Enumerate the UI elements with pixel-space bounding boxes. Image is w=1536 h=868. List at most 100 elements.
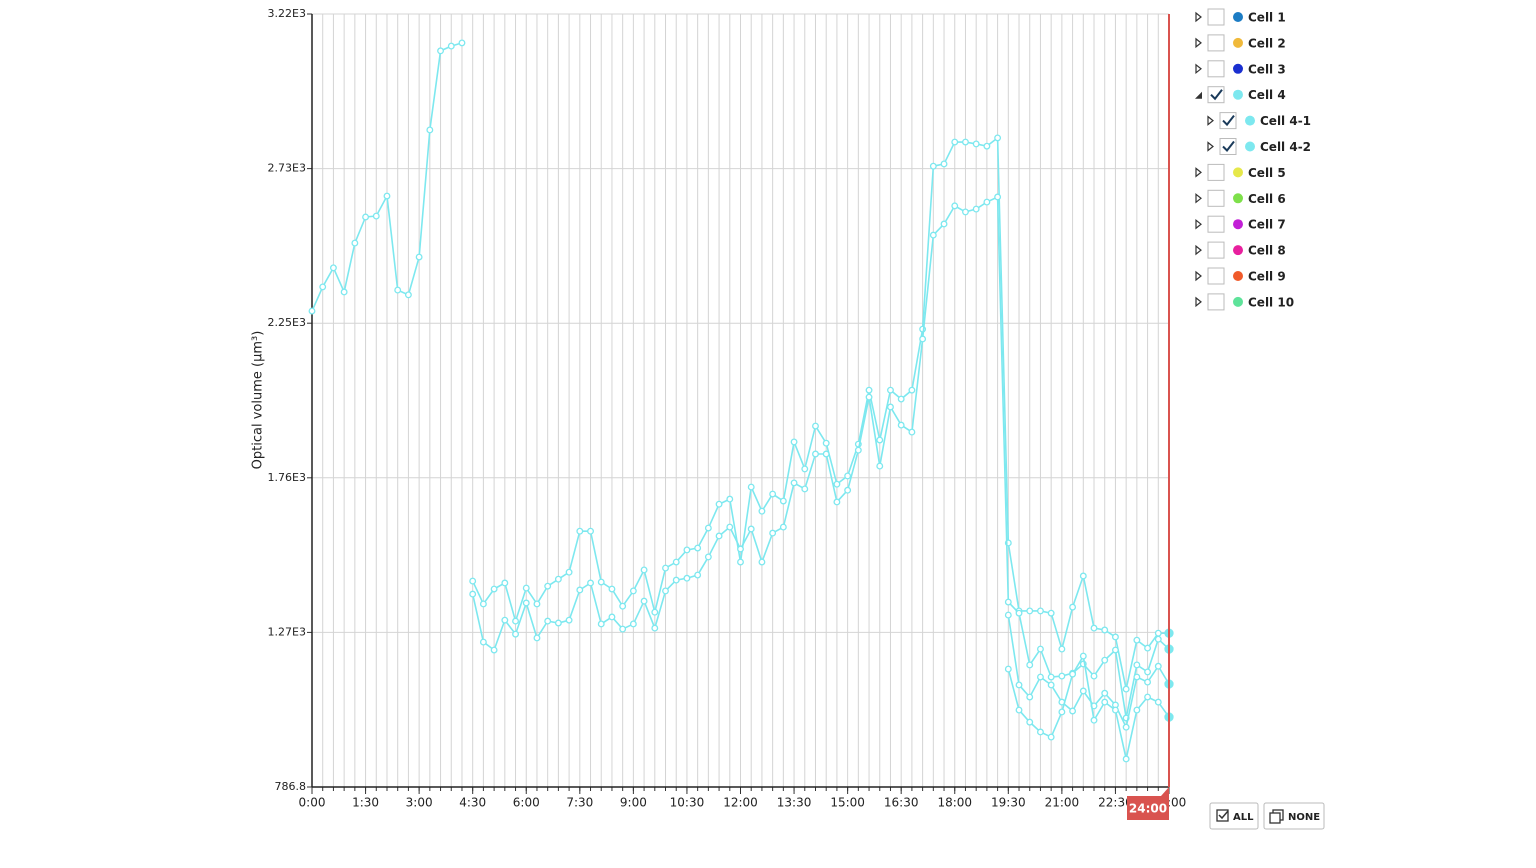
legend-item[interactable]: Cell 1 xyxy=(1195,8,1286,26)
checkbox[interactable] xyxy=(1219,138,1237,155)
legend-item[interactable]: Cell 4 xyxy=(1195,86,1286,104)
series-line xyxy=(471,136,1169,690)
data-point xyxy=(629,587,637,595)
checkbox[interactable] xyxy=(1207,189,1225,207)
tree-toggle[interactable] xyxy=(1195,63,1202,75)
data-point xyxy=(329,264,337,272)
checkmark xyxy=(1222,114,1235,127)
checkbox[interactable] xyxy=(1207,293,1225,311)
legend-item[interactable]: Cell 3 xyxy=(1195,60,1286,78)
data-point xyxy=(587,579,594,587)
legend-swatch xyxy=(1233,37,1243,48)
tree-toggle[interactable] xyxy=(1195,296,1202,308)
data-point xyxy=(1047,681,1055,689)
data-point xyxy=(704,524,712,532)
legend-item[interactable]: Cell 7 xyxy=(1195,215,1286,233)
legend-item[interactable]: Cell 2 xyxy=(1195,34,1286,52)
data-point xyxy=(565,616,573,624)
checkbox[interactable] xyxy=(1219,112,1237,130)
legend-swatch xyxy=(1233,89,1243,100)
data-point xyxy=(1047,609,1055,617)
data-point xyxy=(1101,689,1109,697)
data-point xyxy=(726,495,734,503)
data-point xyxy=(929,162,937,170)
checkbox[interactable] xyxy=(1207,163,1225,181)
button-icon xyxy=(1269,812,1281,824)
data-point xyxy=(1122,723,1130,731)
data-point xyxy=(426,126,434,134)
data-point xyxy=(501,579,509,587)
data-point xyxy=(501,616,509,624)
button-icon xyxy=(1216,809,1229,822)
legend-item[interactable]: Cell 6 xyxy=(1195,189,1286,207)
tree-toggle[interactable] xyxy=(1195,11,1202,23)
checkbox[interactable] xyxy=(1207,34,1225,52)
data-point xyxy=(972,140,980,148)
checkbox[interactable] xyxy=(1207,86,1225,104)
data-point xyxy=(726,523,734,531)
data-point xyxy=(758,558,766,566)
legend-item[interactable]: Cell 10 xyxy=(1195,293,1294,311)
data-point xyxy=(672,558,680,566)
button-all[interactable]: ALL xyxy=(1209,802,1259,830)
data-point xyxy=(887,386,894,394)
tree-toggle[interactable] xyxy=(1195,167,1202,178)
data-point xyxy=(790,479,798,487)
data-point xyxy=(1069,603,1077,611)
data-point xyxy=(554,619,562,627)
data-point xyxy=(576,586,584,594)
checkmark xyxy=(1210,89,1223,101)
data-point xyxy=(715,500,723,508)
tree-toggle[interactable] xyxy=(1195,37,1202,49)
tree-toggle[interactable] xyxy=(1195,218,1202,230)
data-point xyxy=(1036,728,1044,736)
data-point xyxy=(640,597,648,605)
x-tick-label: 6:00 xyxy=(513,796,540,810)
checkbox[interactable] xyxy=(1207,267,1225,285)
legend-item[interactable]: Cell 4-2 xyxy=(1207,138,1311,155)
button-none[interactable]: NONE xyxy=(1263,802,1325,830)
x-tick-label: 18:00 xyxy=(937,796,972,810)
data-point xyxy=(479,638,487,646)
data-point xyxy=(1058,708,1066,716)
data-point xyxy=(715,532,723,540)
tree-toggle[interactable] xyxy=(1195,270,1202,282)
checkmark xyxy=(1222,140,1235,153)
data-point xyxy=(833,498,841,506)
x-tick-label: 4:30 xyxy=(459,796,486,810)
y-tick-label: 1.76E3 xyxy=(268,471,306,484)
data-point xyxy=(769,529,777,537)
time-cursor-box[interactable] xyxy=(1127,796,1169,820)
legend-swatch xyxy=(1233,63,1243,74)
data-point xyxy=(747,525,755,533)
legend-item[interactable]: Cell 4-1 xyxy=(1207,112,1311,130)
data-point xyxy=(1026,661,1034,669)
legend-swatch xyxy=(1233,193,1243,204)
data-point xyxy=(790,438,798,446)
checkbox[interactable] xyxy=(1207,215,1225,233)
x-tick-label: 15:00 xyxy=(830,796,865,810)
data-point xyxy=(544,582,552,590)
data-point xyxy=(801,485,809,493)
x-tick-label: 21:00 xyxy=(1045,796,1080,810)
tree-toggle[interactable] xyxy=(1207,141,1214,152)
data-point xyxy=(704,553,712,561)
checkbox[interactable] xyxy=(1207,241,1225,259)
data-point xyxy=(1026,607,1034,615)
data-point xyxy=(1101,698,1109,706)
legend-item[interactable]: Cell 8 xyxy=(1195,241,1286,259)
data-point xyxy=(983,142,991,150)
checkbox[interactable] xyxy=(1207,60,1225,78)
tree-toggle[interactable] xyxy=(1207,115,1214,126)
data-point xyxy=(876,462,884,470)
tree-toggle[interactable] xyxy=(1195,91,1202,99)
legend-item[interactable]: Cell 9 xyxy=(1195,267,1286,285)
checkbox[interactable] xyxy=(1207,8,1225,26)
x-tick-label: 7:30 xyxy=(566,796,593,810)
legend-item[interactable]: Cell 5 xyxy=(1195,163,1286,181)
data-point xyxy=(1036,673,1044,681)
tree-toggle[interactable] xyxy=(1195,244,1202,256)
data-point xyxy=(597,620,605,628)
tree-toggle[interactable] xyxy=(1195,193,1202,204)
